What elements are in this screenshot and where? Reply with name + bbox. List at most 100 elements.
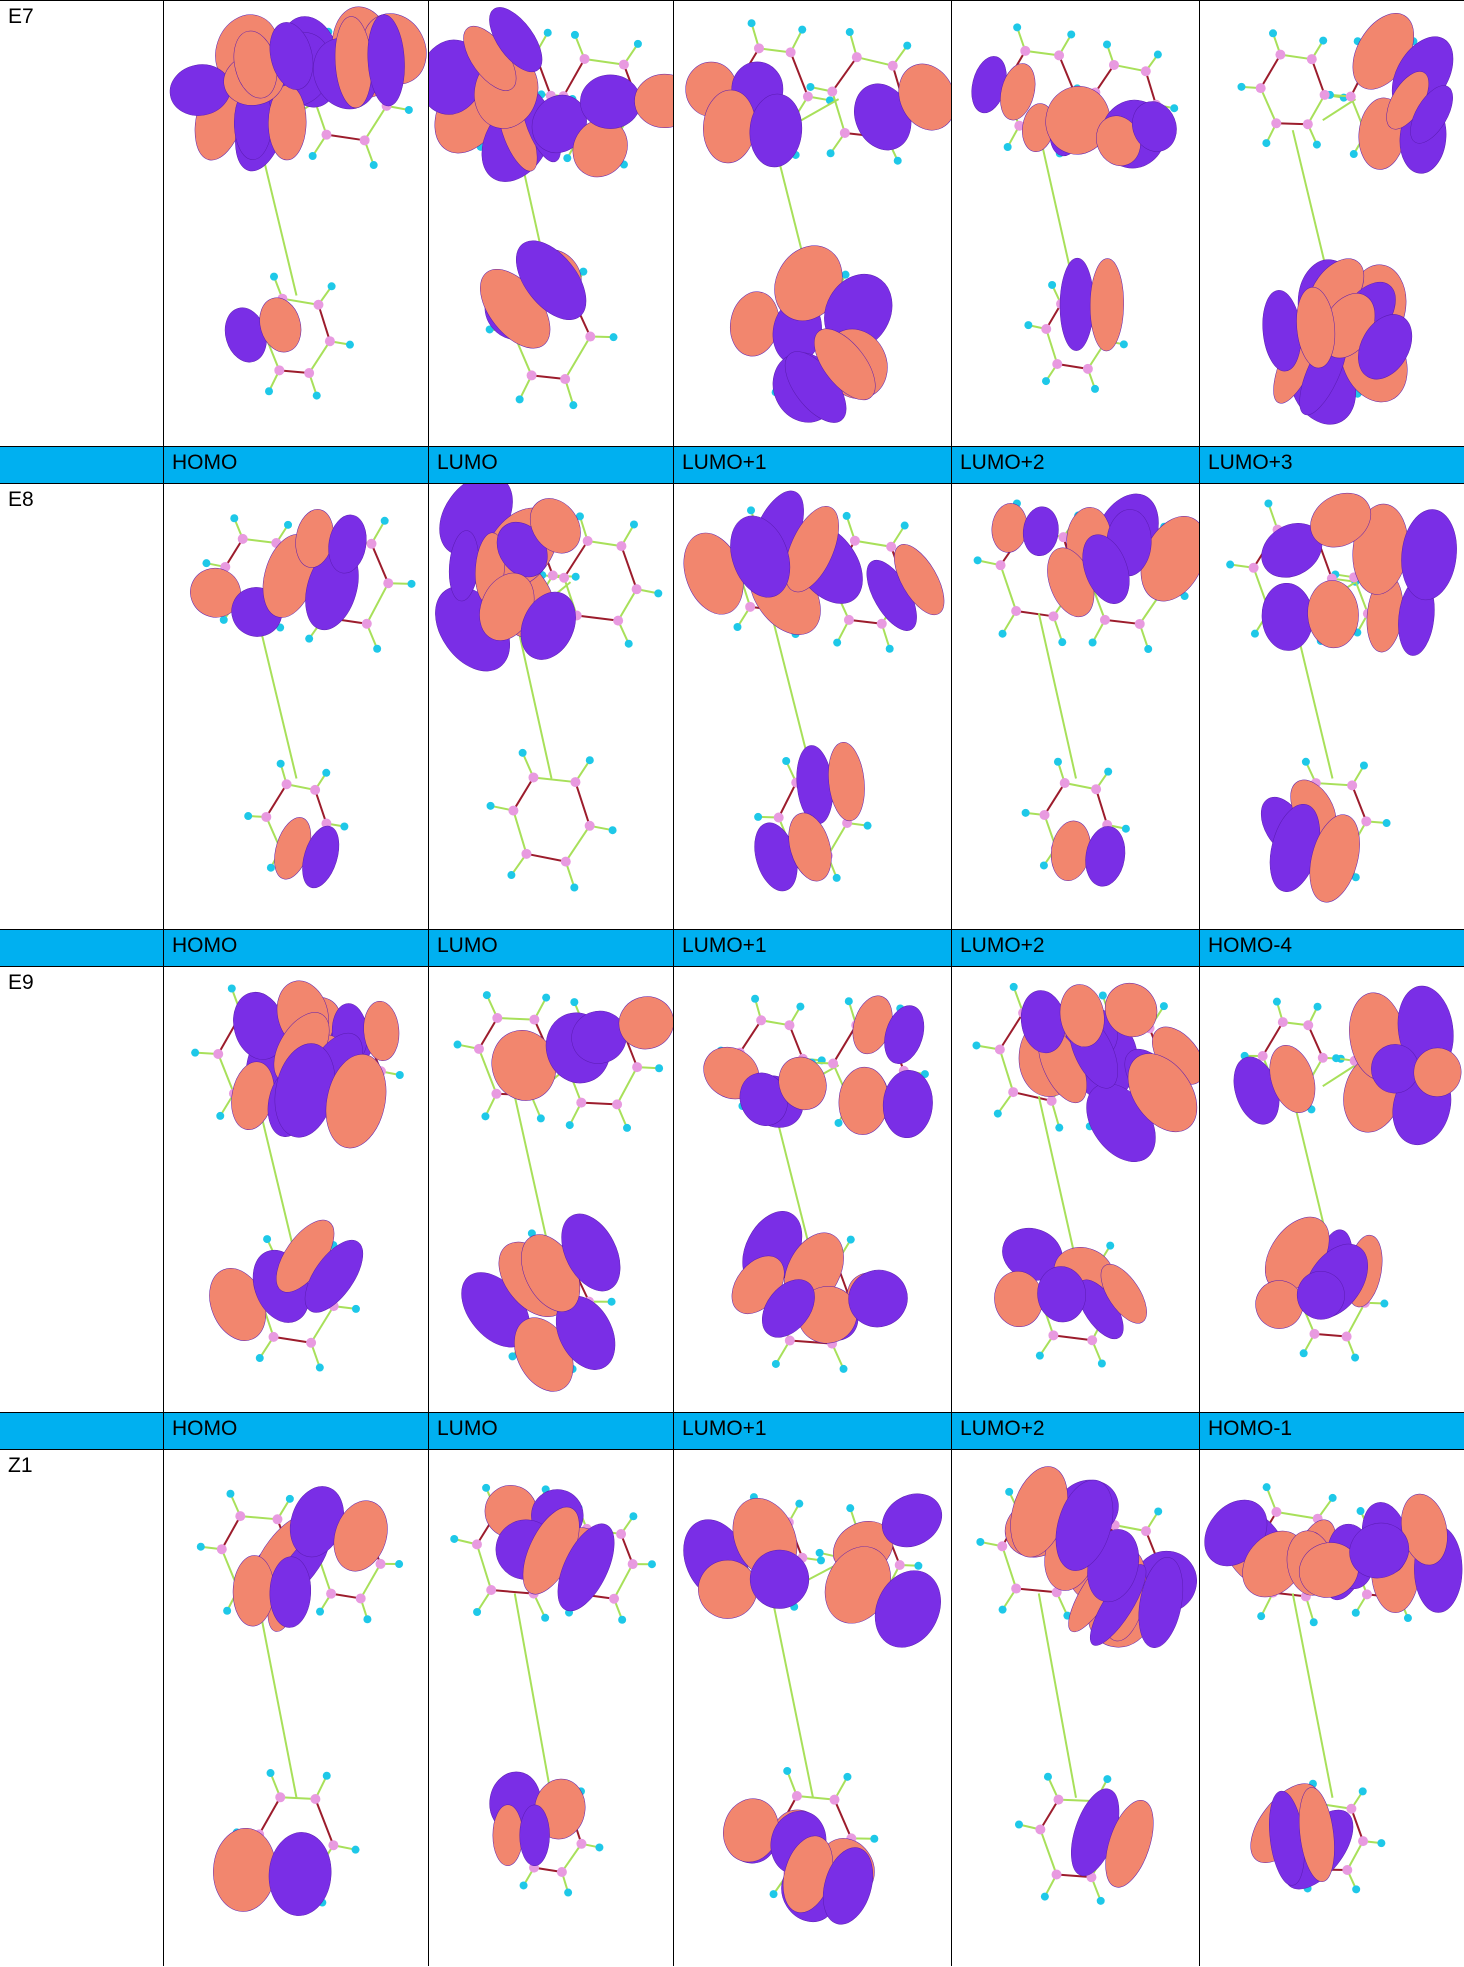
atom (972, 1041, 980, 1049)
atom (1067, 30, 1075, 38)
atom (1346, 1804, 1356, 1814)
atom (1141, 1526, 1151, 1536)
bond (1039, 613, 1076, 778)
bond (318, 305, 329, 341)
atom (1044, 1773, 1052, 1781)
bond (526, 854, 565, 862)
atom (405, 106, 413, 114)
atom (796, 1003, 804, 1011)
atom (994, 1110, 1002, 1118)
bond (1146, 71, 1156, 105)
atom (474, 1044, 484, 1054)
atom (1358, 1836, 1368, 1846)
orbital-image (674, 967, 952, 1413)
atom (585, 821, 595, 831)
orbital-label-cell: LUMO+2 (951, 446, 1199, 483)
atom (1256, 83, 1266, 93)
bond (740, 1020, 761, 1052)
atom (844, 615, 854, 625)
atom (1226, 561, 1234, 569)
image-cell (673, 0, 951, 446)
atom (770, 1890, 778, 1898)
orbital-image (674, 484, 952, 930)
atom (313, 392, 321, 400)
bond (1308, 95, 1325, 124)
atom (370, 161, 378, 169)
bond (832, 57, 857, 91)
atom (619, 60, 629, 70)
atom (786, 47, 796, 57)
bond (1276, 1512, 1317, 1519)
atom (648, 1560, 656, 1568)
atom (305, 635, 313, 643)
bond (565, 337, 590, 380)
atom (566, 1121, 574, 1129)
atom (1258, 1051, 1268, 1061)
atom (569, 401, 577, 409)
atom (561, 857, 571, 867)
atom (1320, 90, 1330, 100)
atom (270, 273, 278, 281)
atom (1054, 758, 1062, 766)
atom (275, 1792, 285, 1802)
atom (1302, 758, 1310, 766)
atom (1020, 46, 1030, 56)
atom (1361, 816, 1371, 826)
atom (306, 1338, 316, 1348)
atom (325, 336, 335, 346)
orbital-table: E7HOMOLUMOLUMO+1LUMO+2LUMO+3E8HOMOLUMOLU… (0, 0, 1464, 1966)
orbital-label-cell: LUMO (428, 1412, 673, 1449)
bond (533, 777, 575, 782)
orbital-label-cell: HOMO-4 (1199, 929, 1464, 966)
atom (1347, 780, 1357, 790)
atom (1004, 143, 1012, 151)
lobe (1021, 505, 1061, 558)
cell-text: HOMO-1 (1208, 1417, 1292, 1441)
atom (1264, 499, 1272, 507)
atom (827, 149, 835, 157)
lobe (634, 74, 674, 129)
atom (576, 1098, 586, 1108)
atom (1011, 606, 1021, 616)
bond (515, 1593, 552, 1797)
cell-text: LUMO+2 (960, 934, 1045, 958)
orbital-label-cell: LUMO+2 (951, 929, 1199, 966)
orbital-image (1200, 967, 1464, 1413)
atom (847, 1236, 855, 1244)
atom (833, 639, 841, 647)
orbital-label-cell: LUMO+1 (673, 446, 951, 483)
bond (274, 1337, 312, 1343)
cell-text: LUMO+3 (1208, 451, 1293, 475)
atom (1097, 1897, 1105, 1905)
atom (914, 1562, 922, 1570)
atom (1122, 825, 1130, 833)
atom (843, 512, 851, 520)
atom (492, 1013, 502, 1023)
atom (346, 341, 354, 349)
atom (1058, 638, 1066, 646)
atom (586, 756, 594, 764)
atom (784, 1020, 794, 1030)
image-cell (428, 0, 673, 446)
atom (322, 769, 330, 777)
atom (483, 991, 491, 999)
bond (1096, 789, 1107, 825)
orbital-label-cell: HOMO (163, 1412, 428, 1449)
image-cell (163, 1449, 428, 1966)
bond (1312, 59, 1325, 95)
image-cell (163, 0, 428, 446)
bond (259, 1797, 280, 1834)
atom (1052, 1870, 1062, 1880)
bond (618, 589, 636, 620)
atom (491, 1089, 501, 1099)
atom (654, 589, 662, 597)
atom (1160, 1002, 1168, 1010)
atom (1313, 141, 1321, 149)
atom (1013, 23, 1021, 31)
atom (1377, 1839, 1385, 1847)
atom (286, 1495, 294, 1503)
atom (1015, 1820, 1023, 1828)
atom (228, 984, 236, 992)
atom (1100, 615, 1110, 625)
atom (323, 1772, 331, 1780)
